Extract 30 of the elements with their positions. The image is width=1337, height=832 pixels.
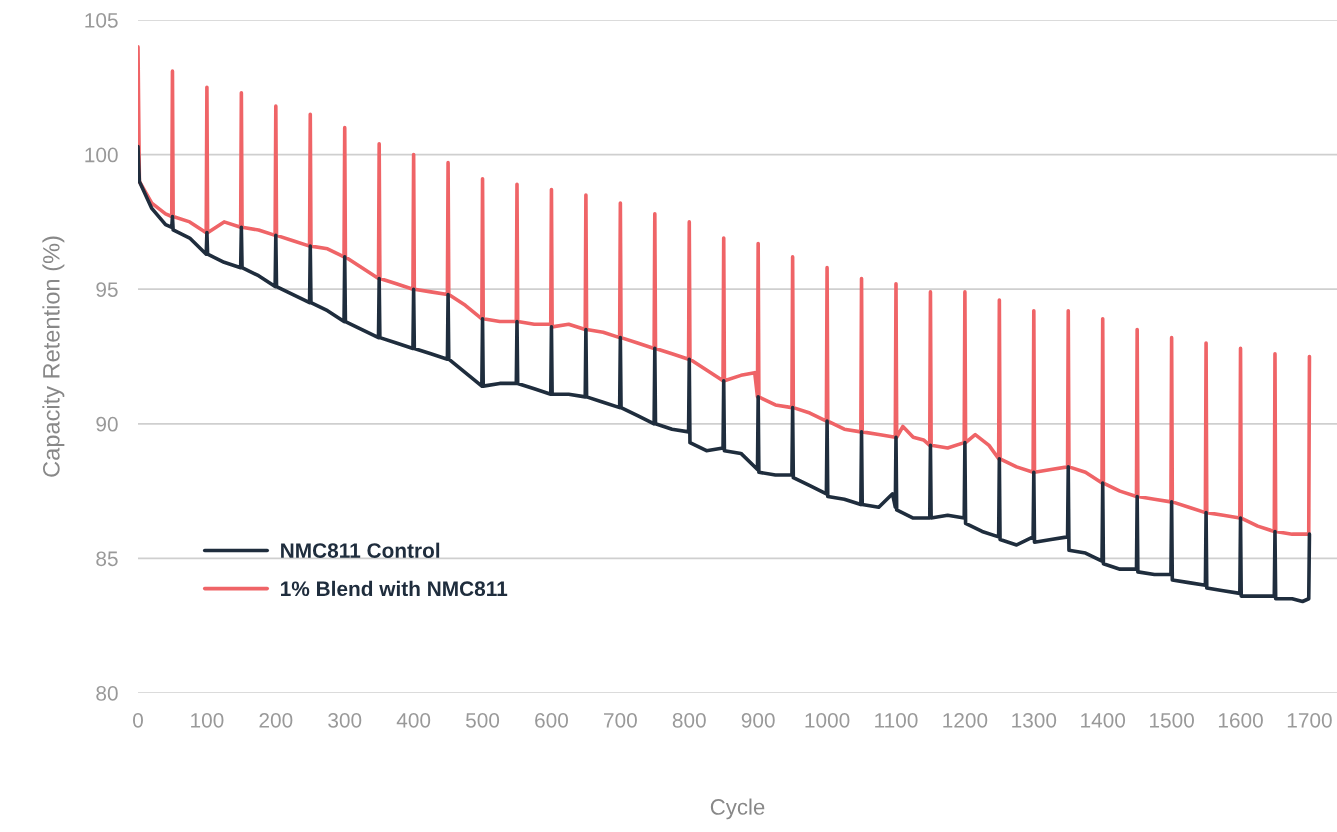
x-tick-label: 300 [328, 712, 362, 728]
legend-label: NMC811 Control [281, 542, 440, 558]
line-series [138, 144, 1312, 604]
x-tick-label: 1700 [1287, 712, 1332, 728]
y-tick-label: 105 [85, 13, 118, 28]
y-tick-label: 85 [96, 551, 118, 567]
x-tick-label: 1300 [1012, 712, 1057, 728]
x-tick-label: 500 [466, 712, 500, 728]
legend-label: 1% Blend with NMC811 [281, 580, 508, 597]
x-tick-label: 1600 [1218, 712, 1263, 728]
x-tick-label: 1000 [805, 712, 850, 728]
x-axis-title: Cycle [710, 798, 765, 820]
line-series [138, 45, 1312, 536]
x-tick-label: 1200 [943, 712, 988, 728]
x-tick-label: 200 [259, 712, 293, 728]
x-tick-label: 1100 [875, 712, 918, 728]
x-tick-label: 100 [191, 712, 224, 728]
x-tick-label: 1500 [1150, 712, 1194, 728]
x-tick-label: 900 [741, 712, 775, 728]
x-tick-label: 1400 [1081, 712, 1126, 728]
x-tick-label: 400 [396, 712, 431, 728]
y-tick-label: 95 [96, 282, 118, 297]
y-tick-label: 90 [96, 416, 118, 432]
y-tick-label: 80 [96, 686, 118, 701]
x-tick-label: 800 [672, 712, 706, 728]
x-tick-label: 0 [133, 712, 143, 728]
x-tick-label: 600 [535, 712, 569, 728]
x-tick-label: 700 [604, 712, 637, 728]
y-axis-title: Capacity Retention (%) [42, 236, 65, 477]
y-tick-label: 100 [85, 147, 118, 163]
